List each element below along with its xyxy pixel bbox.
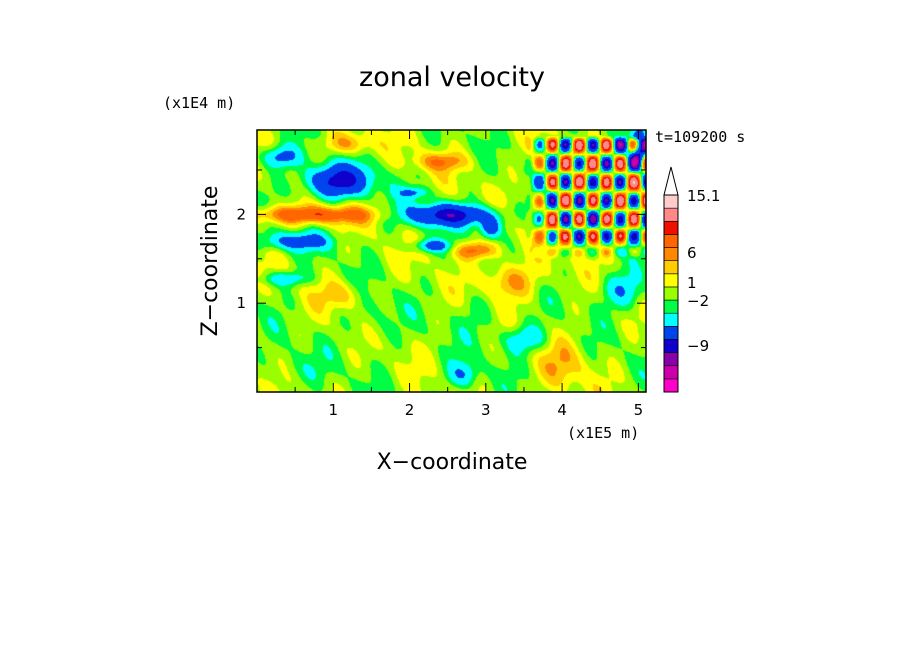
x-tick-label: 3 — [481, 401, 491, 419]
colorbar-label: 15.1 — [687, 187, 720, 205]
x-tick-label: 4 — [557, 401, 567, 419]
plot-frame — [256, 129, 647, 393]
colorbar-swatch — [663, 365, 679, 380]
colorbar-swatch — [663, 194, 679, 209]
chart-title: zonal velocity — [359, 62, 545, 93]
colorbar-swatch — [663, 220, 679, 235]
colorbar-label: 1 — [687, 274, 697, 292]
heatmap-field — [257, 130, 646, 392]
colorbar-label: 6 — [687, 244, 697, 262]
x-tick-label: 2 — [405, 401, 415, 419]
x-unit-label: (x1E5 m) — [567, 424, 639, 442]
colorbar-swatch — [663, 234, 679, 248]
y-tick-label: 1 — [236, 294, 246, 312]
colorbar-swatch — [663, 273, 679, 288]
y-axis-ticks: 12 — [236, 169, 646, 349]
colorbar-swatch — [663, 378, 679, 393]
y-tick-label: 2 — [236, 205, 246, 223]
colorbar-swatch — [663, 286, 679, 301]
colorbar-swatch — [663, 352, 679, 367]
plot-area — [256, 129, 647, 393]
colorbar-swatch — [663, 312, 679, 327]
y-axis-label: Z−coordinate — [198, 186, 223, 337]
colorbar-swatch — [663, 326, 679, 340]
x-axis-ticks: 1 2 3 4 5 — [294, 130, 644, 419]
x-tick-label: 5 — [634, 401, 644, 419]
x-axis-label: X−coordinate — [377, 450, 528, 475]
colorbar-swatch — [663, 260, 679, 275]
colorbar-swatch — [663, 299, 679, 314]
colorbar-swatch — [663, 339, 679, 353]
colorbar-label: −2 — [687, 292, 709, 310]
colorbar-label: −9 — [687, 337, 709, 355]
colorbar: 15.1 6 1−2 −9 — [663, 166, 720, 393]
colorbar-swatch — [663, 207, 679, 222]
time-label: t=109200 s — [655, 128, 745, 146]
colorbar-frame — [663, 194, 679, 393]
x-tick-label: 1 — [329, 401, 339, 419]
colorbar-swatch — [663, 247, 679, 261]
y-unit-label: (x1E4 m) — [163, 94, 235, 112]
